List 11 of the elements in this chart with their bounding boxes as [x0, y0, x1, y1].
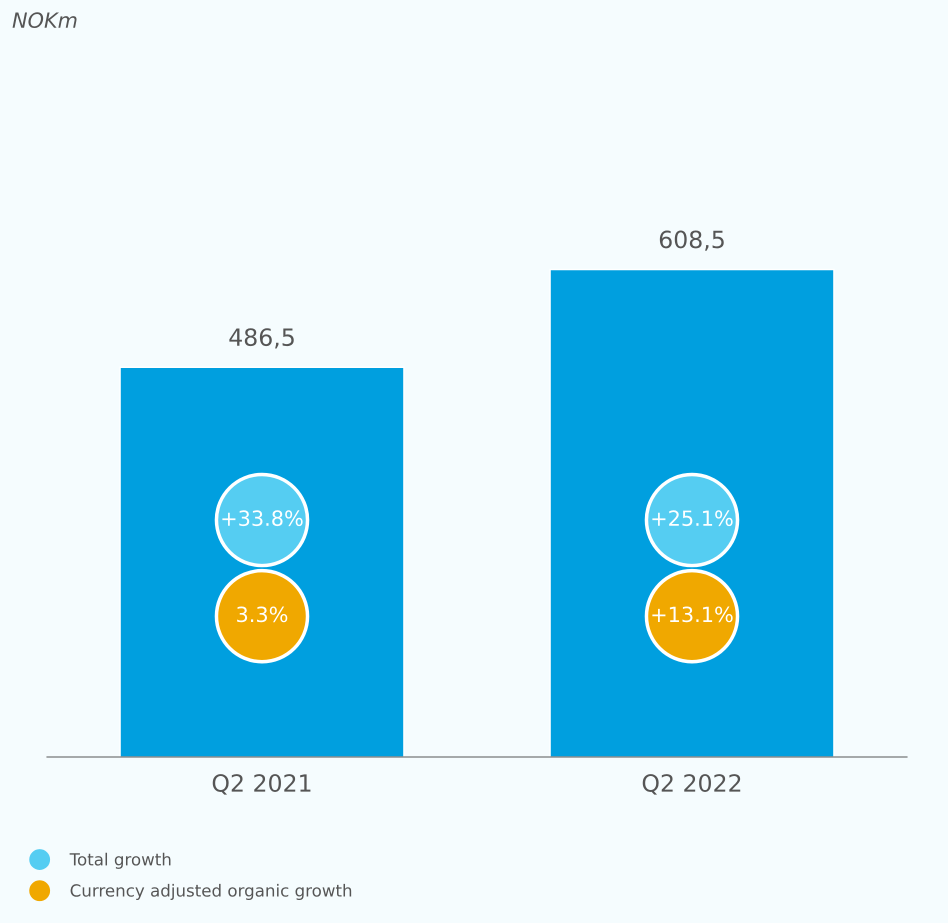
text: NOKm	[12, 12, 77, 28]
legend-label: Currency adjusted organic growth	[70, 884, 352, 900]
data-label: 608,5	[660, 230, 724, 251]
annotation: +13.1%	[652, 606, 733, 622]
x-tick-label: Q2 2022	[642, 774, 740, 795]
annotation: +33.8%	[222, 510, 303, 526]
legend-label: Total growth	[70, 852, 170, 869]
annotation: +25.1%	[652, 510, 733, 526]
annotation: 3.3%	[237, 606, 288, 622]
data-label: 486,5	[229, 328, 294, 348]
x-tick-label: Q2 2021	[212, 774, 310, 795]
